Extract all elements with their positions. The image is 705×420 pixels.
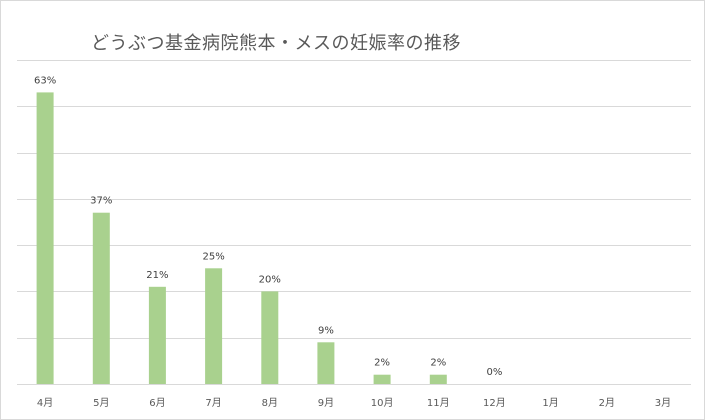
x-tick-label-6: 9月 (318, 397, 334, 409)
bar-5 (261, 291, 279, 384)
bar-4 (205, 268, 223, 384)
x-tick-label-8: 11月 (427, 397, 450, 409)
data-label-9: 0% (486, 367, 502, 378)
x-tick-label-10: 1月 (542, 397, 558, 409)
bar-7 (373, 374, 391, 384)
data-label-6: 9% (318, 325, 334, 336)
data-label-7: 2% (374, 358, 390, 369)
x-tick-label-9: 12月 (483, 397, 506, 409)
x-tick-label-7: 10月 (371, 397, 394, 409)
bar-1 (36, 92, 54, 385)
x-tick-label-4: 7月 (205, 397, 221, 409)
x-tick-label-12: 3月 (655, 397, 671, 409)
x-tick-label-2: 5月 (93, 397, 109, 409)
bar-6 (317, 342, 335, 384)
data-label-3: 21% (146, 270, 168, 281)
bar-3 (148, 286, 166, 384)
data-label-5: 20% (259, 274, 281, 285)
data-label-8: 2% (430, 358, 446, 369)
data-label-4: 25% (202, 251, 224, 262)
data-label-1: 63% (34, 75, 56, 86)
chart-title: どうぶつ基金病院熊本・メスの妊娠率の推移 (91, 33, 461, 54)
x-tick-label-5: 8月 (262, 397, 278, 409)
data-label-2: 37% (90, 196, 112, 207)
x-tick-label-11: 2月 (599, 397, 615, 409)
bar-8 (429, 374, 447, 384)
x-tick-label-3: 6月 (149, 397, 165, 409)
bar-2 (92, 212, 110, 384)
x-tick-label-1: 4月 (37, 397, 53, 409)
